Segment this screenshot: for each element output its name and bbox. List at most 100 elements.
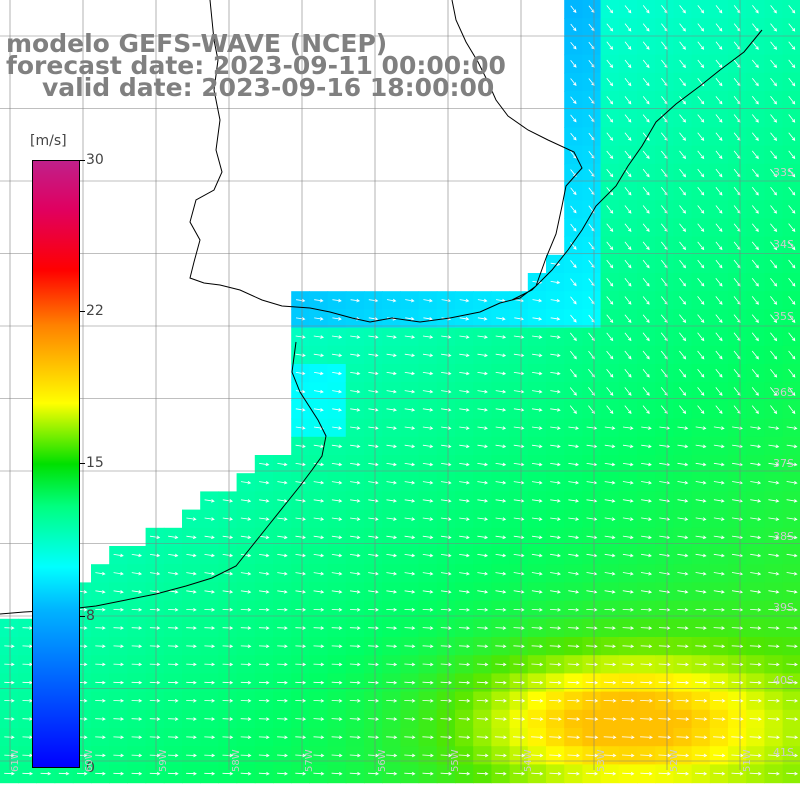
wind-vector bbox=[677, 571, 689, 576]
wind-speed-cell bbox=[782, 218, 800, 238]
colorbar bbox=[32, 160, 80, 768]
wind-vector bbox=[640, 608, 653, 612]
wind-vector bbox=[405, 316, 415, 321]
wind-vector bbox=[441, 462, 452, 467]
wind-vector bbox=[313, 408, 324, 412]
wind-vector bbox=[258, 699, 270, 703]
wind-vector bbox=[495, 517, 507, 521]
wind-vector bbox=[240, 753, 252, 758]
wind-vector bbox=[694, 699, 708, 703]
wind-vector bbox=[622, 517, 634, 521]
wind-vector bbox=[697, 332, 705, 342]
wind-vector bbox=[222, 517, 234, 521]
wind-vector bbox=[496, 298, 506, 303]
wind-vector bbox=[715, 277, 723, 287]
wind-vector bbox=[677, 535, 689, 540]
wind-vector bbox=[295, 771, 307, 776]
wind-vector bbox=[350, 517, 361, 521]
wind-vector bbox=[603, 717, 617, 721]
wind-vector bbox=[550, 462, 561, 467]
wind-vector bbox=[640, 771, 653, 776]
wind-vector bbox=[659, 608, 671, 612]
wind-vector bbox=[258, 680, 270, 685]
wind-vector bbox=[713, 480, 725, 485]
wind-vector bbox=[531, 408, 543, 412]
wind-vector bbox=[113, 608, 124, 612]
wind-vector bbox=[677, 480, 689, 485]
wind-vector bbox=[788, 350, 796, 360]
wind-vector bbox=[658, 662, 671, 667]
wind-vector bbox=[658, 771, 671, 776]
wind-vector bbox=[368, 553, 379, 558]
wind-vector bbox=[750, 462, 762, 467]
wind-vector bbox=[679, 168, 687, 178]
wind-vector bbox=[240, 517, 252, 521]
wind-vector bbox=[788, 405, 796, 415]
wind-vector bbox=[167, 644, 179, 648]
wind-vector bbox=[622, 535, 634, 540]
wind-vector bbox=[642, 77, 650, 87]
wind-vector bbox=[642, 205, 650, 214]
wind-speed-cell bbox=[782, 0, 800, 19]
wind-vector bbox=[422, 644, 434, 649]
wind-vector bbox=[768, 553, 780, 558]
wind-vector bbox=[770, 314, 778, 324]
wind-vector bbox=[459, 535, 470, 540]
wind-vector bbox=[549, 753, 562, 758]
wind-vector bbox=[113, 680, 125, 685]
wind-vector bbox=[349, 662, 361, 667]
wind-vector bbox=[331, 590, 343, 594]
wind-vector bbox=[349, 717, 361, 721]
wind-vector bbox=[606, 278, 614, 287]
wind-vector bbox=[749, 753, 762, 758]
wind-vector bbox=[570, 132, 577, 141]
wind-vector bbox=[95, 626, 106, 630]
wind-vector bbox=[622, 608, 634, 612]
wind-vector bbox=[277, 699, 288, 703]
wind-vector bbox=[640, 717, 653, 721]
wind-vector bbox=[659, 571, 671, 576]
wind-vector bbox=[788, 41, 796, 50]
wind-vector bbox=[567, 662, 580, 667]
wind-vector bbox=[367, 680, 380, 685]
wind-vector bbox=[622, 771, 635, 776]
wind-vector bbox=[622, 444, 634, 449]
wind-vector bbox=[750, 608, 762, 612]
wind-vector bbox=[295, 517, 306, 521]
wind-vector bbox=[713, 735, 726, 740]
wind-vector bbox=[350, 389, 361, 394]
wind-vector bbox=[715, 187, 723, 196]
wind-vector bbox=[624, 96, 632, 105]
colorbar-tick: 15 bbox=[86, 455, 104, 471]
wind-vector bbox=[586, 571, 598, 576]
wind-vector bbox=[751, 314, 759, 324]
wind-vector bbox=[679, 278, 687, 287]
wind-vector bbox=[659, 553, 671, 558]
wind-vector bbox=[513, 662, 525, 667]
wind-vector bbox=[313, 517, 325, 521]
wind-vector bbox=[513, 389, 525, 394]
wind-vector bbox=[422, 426, 434, 430]
wind-vector bbox=[788, 77, 796, 87]
wind-vector bbox=[679, 41, 686, 50]
wind-vector bbox=[568, 517, 580, 521]
wind-vector bbox=[788, 241, 796, 251]
wind-vector bbox=[731, 535, 744, 540]
wind-vector bbox=[422, 480, 434, 485]
wind-vector bbox=[713, 608, 725, 612]
wind-vector bbox=[186, 680, 197, 685]
wind-vector bbox=[313, 608, 325, 612]
wind-vector bbox=[95, 608, 106, 612]
wind-vector bbox=[750, 499, 762, 503]
wind-vector bbox=[640, 571, 653, 576]
wind-vector bbox=[715, 41, 723, 50]
wind-vector bbox=[350, 426, 361, 430]
wind-vector bbox=[4, 644, 15, 648]
wind-vector bbox=[642, 278, 650, 287]
wind-vector bbox=[606, 205, 614, 214]
wind-vector bbox=[567, 699, 581, 703]
wind-vector bbox=[532, 298, 543, 303]
wind-vector bbox=[694, 753, 708, 758]
wind-vector bbox=[694, 735, 708, 740]
wind-vector bbox=[622, 662, 635, 667]
